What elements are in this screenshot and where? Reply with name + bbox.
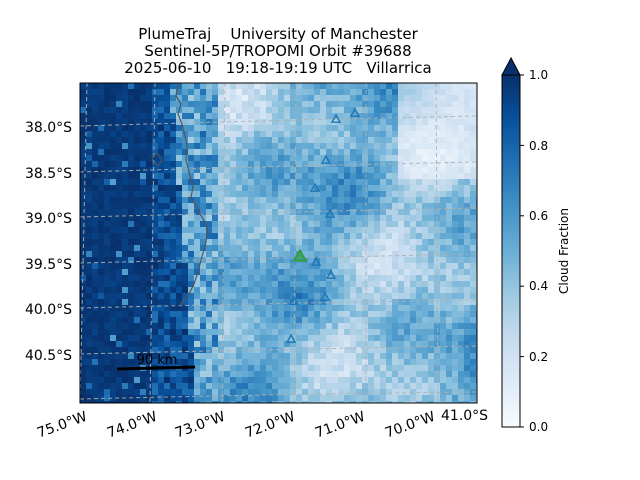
colorbar: 0.0 0.2 0.4 0.6 0.8 1.0 Cloud Fraction xyxy=(501,56,571,434)
volcano-triangle-icon xyxy=(349,107,361,117)
villarrica-volcano-icon xyxy=(292,248,308,262)
volcano-triangle-icon xyxy=(325,269,337,279)
volcano-triangle-icon xyxy=(319,291,331,301)
lat-label-39-0: 39.0°S xyxy=(25,211,72,227)
volcano-triangle-icon xyxy=(330,113,342,123)
lon-label-72: 72.0°W xyxy=(243,409,297,442)
colorbar-tick-0-6: 0.6 xyxy=(529,209,548,223)
volcano-triangle-icon xyxy=(288,295,300,305)
colorbar-tick-0-0: 0.0 xyxy=(529,420,548,434)
colorbar-tick-0-4: 0.4 xyxy=(529,279,548,293)
lat-label-40-0: 40.0°S xyxy=(25,302,72,318)
plot-title-line-3: 2025-06-10 19:18-19:19 UTC Villarrica xyxy=(124,59,432,77)
lon-label-73: 73.0°W xyxy=(173,409,227,442)
coastline xyxy=(175,83,209,307)
volcano-triangle-icon xyxy=(324,208,336,218)
colorbar-extend-arrow xyxy=(501,56,521,76)
colorbar-tick-0-2: 0.2 xyxy=(529,350,548,364)
scale-bar-label: 90 km xyxy=(137,353,178,368)
map-panel: 90 km xyxy=(80,83,477,403)
lon-label-71: 71.0°W xyxy=(313,409,367,442)
volcano-triangle-icon xyxy=(310,256,322,266)
colorbar-gradient xyxy=(501,74,521,428)
corner-lat-label: 41.0°S xyxy=(441,408,488,424)
lat-label-38-0: 38.0°S xyxy=(25,120,72,136)
lon-label-75: 75.0°W xyxy=(35,409,89,442)
scale-bar: 90 km xyxy=(116,353,196,371)
lat-lon-gridlines xyxy=(80,83,477,403)
lon-label-70: 70.0°W xyxy=(383,409,437,442)
colorbar-label: Cloud Fraction xyxy=(557,208,571,294)
plot-title-line-2: Sentinel-5P/TROPOMI Orbit #39688 xyxy=(144,42,412,60)
lat-label-38-5: 38.5°S xyxy=(25,166,72,182)
volcano-triangle-icon xyxy=(309,182,321,192)
volcano-triangle-icon xyxy=(285,333,297,343)
lat-label-40-5: 40.5°S xyxy=(25,348,72,364)
longitude-labels: 75.0°W 74.0°W 73.0°W 72.0°W 71.0°W 70.0°… xyxy=(35,409,437,442)
latitude-labels: 38.0°S 38.5°S 39.0°S 39.5°S 40.0°S 40.5°… xyxy=(25,120,72,364)
volcano-markers xyxy=(285,107,361,343)
lat-label-39-5: 39.5°S xyxy=(25,257,72,273)
volcano-triangle-icon xyxy=(320,154,332,164)
map-frame xyxy=(79,82,478,404)
plot-title-line-1: PlumeTraj University of Manchester xyxy=(138,25,418,43)
lon-label-74: 74.0°W xyxy=(105,409,159,442)
colorbar-tick-1-0: 1.0 xyxy=(529,68,548,82)
colorbar-tick-0-8: 0.8 xyxy=(529,139,548,153)
